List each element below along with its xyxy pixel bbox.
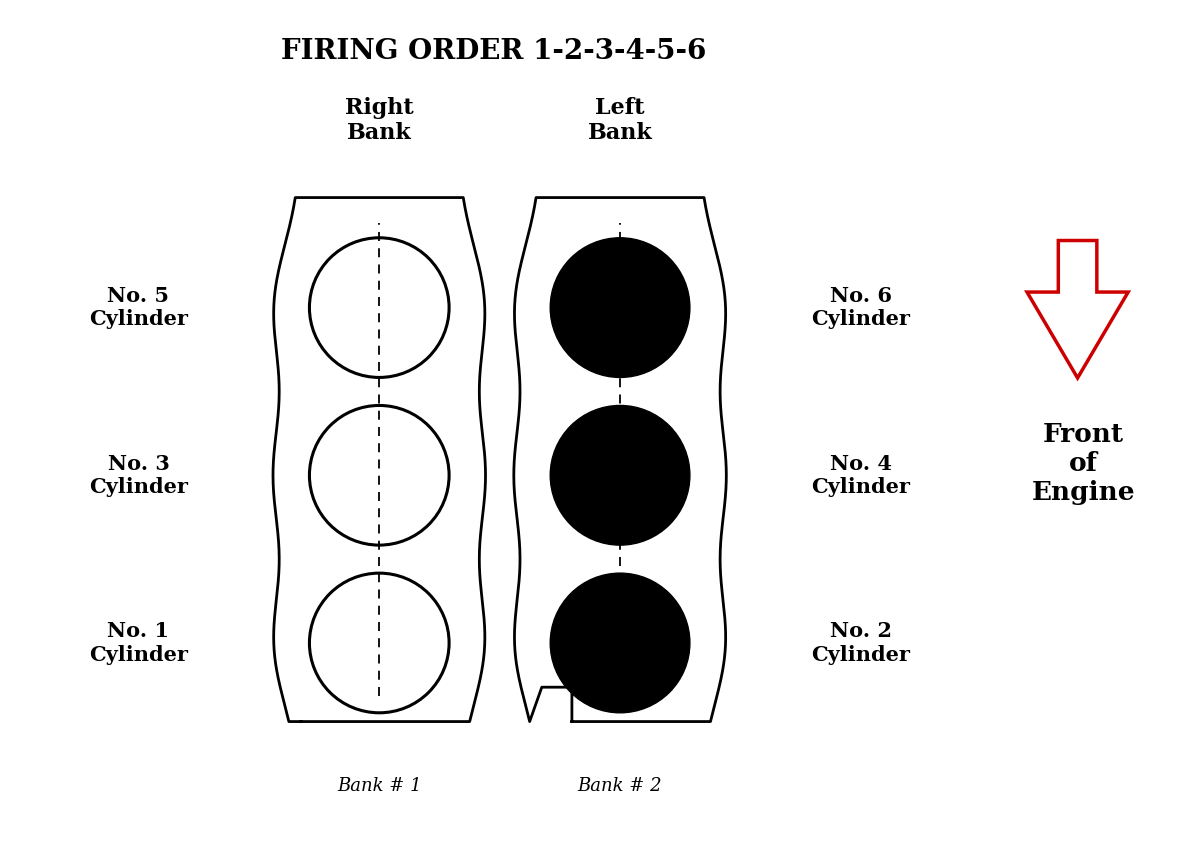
Text: FIRING ORDER 1-2-3-4-5-6: FIRING ORDER 1-2-3-4-5-6 [281,38,707,65]
Text: No. 5
Cylinder: No. 5 Cylinder [89,286,188,329]
Circle shape [550,238,690,377]
Text: No. 6
Cylinder: No. 6 Cylinder [811,286,910,329]
Text: Front
of
Engine: Front of Engine [1032,423,1135,505]
Polygon shape [1027,241,1128,378]
Circle shape [550,573,690,713]
Text: Right
Bank: Right Bank [346,96,413,144]
Text: Bank # 2: Bank # 2 [578,777,662,795]
Text: No. 2
Cylinder: No. 2 Cylinder [811,621,910,665]
Text: Bank # 1: Bank # 1 [337,777,421,795]
Text: No. 4
Cylinder: No. 4 Cylinder [811,454,910,497]
Text: No. 3
Cylinder: No. 3 Cylinder [89,454,188,497]
Text: Left
Bank: Left Bank [588,96,653,144]
Circle shape [550,405,690,545]
Text: No. 1
Cylinder: No. 1 Cylinder [89,621,188,665]
